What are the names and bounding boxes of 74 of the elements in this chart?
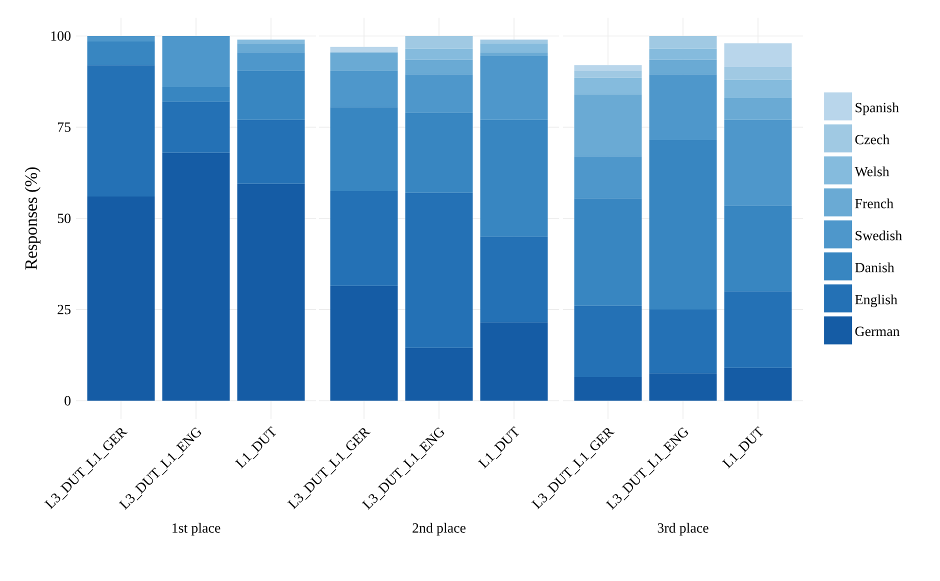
- x-axis-title: 3rd place: [658, 522, 708, 536]
- bar: [237, 52, 305, 71]
- legend-label: French: [855, 198, 894, 208]
- bar: [649, 140, 717, 310]
- legend-label: Welsh: [854, 166, 890, 176]
- bar: [330, 70, 398, 108]
- y-tick-label: 0: [64, 396, 71, 406]
- bar: [237, 120, 305, 184]
- bar: [724, 80, 792, 98]
- bar: [405, 112, 473, 193]
- bar: [724, 98, 792, 120]
- bar: [405, 36, 473, 49]
- bar: [330, 286, 398, 401]
- bar: [237, 40, 305, 44]
- bar: [237, 70, 305, 120]
- bar: [87, 65, 155, 196]
- bar: [330, 52, 398, 71]
- bar: [405, 60, 473, 74]
- bar: [480, 40, 548, 44]
- bar: [162, 87, 230, 102]
- bar: [724, 66, 792, 80]
- bar: [724, 120, 792, 206]
- bar: [574, 70, 642, 78]
- bar: [574, 78, 642, 94]
- bar: [330, 191, 398, 286]
- bar: [649, 310, 717, 374]
- bar: [480, 120, 548, 237]
- bar: [649, 48, 717, 60]
- legend-label: Swedish: [856, 230, 902, 240]
- bar: [87, 36, 155, 42]
- bar: [480, 43, 548, 52]
- y-tick-label: 25: [58, 304, 71, 314]
- bar: [574, 65, 642, 71]
- bar: [574, 377, 642, 401]
- bar: [405, 48, 473, 60]
- y-tick-label: 100: [51, 31, 71, 41]
- bar: [162, 102, 230, 153]
- bar: [237, 184, 305, 401]
- bar: [480, 56, 548, 120]
- bar: [405, 192, 473, 348]
- bar: [162, 152, 230, 401]
- y-axis-title: Responses (%): [24, 167, 40, 270]
- bar: [574, 306, 642, 378]
- legend-label: German: [855, 326, 900, 336]
- bar: [574, 198, 642, 306]
- x-axis-title: 1st place: [172, 522, 220, 536]
- bar: [330, 107, 398, 192]
- legend-label: Czech: [855, 134, 890, 144]
- bar: [480, 52, 548, 56]
- legend-label: Danish: [855, 262, 894, 272]
- bar: [480, 236, 548, 322]
- bar: [724, 368, 792, 401]
- bar: [724, 206, 792, 292]
- bar: [649, 373, 717, 401]
- bar: [649, 60, 717, 74]
- bar: [162, 36, 230, 88]
- bar: [724, 291, 792, 368]
- y-tick-label: 75: [58, 122, 71, 132]
- bar: [405, 348, 473, 401]
- legend-label: English: [855, 294, 898, 308]
- bar: [330, 46, 398, 52]
- bar: [87, 41, 155, 66]
- bar: [87, 196, 155, 401]
- bar: [724, 43, 792, 67]
- bar: [480, 322, 548, 401]
- bar: [574, 156, 642, 198]
- bar: [574, 94, 642, 156]
- y-tick-label: 50: [58, 214, 71, 224]
- bar: [405, 74, 473, 113]
- x-axis-title: 2nd place: [412, 522, 466, 536]
- bar: [237, 43, 305, 52]
- legend-label: Spanish: [856, 102, 899, 116]
- bar: [649, 36, 717, 49]
- bar: [649, 74, 717, 140]
